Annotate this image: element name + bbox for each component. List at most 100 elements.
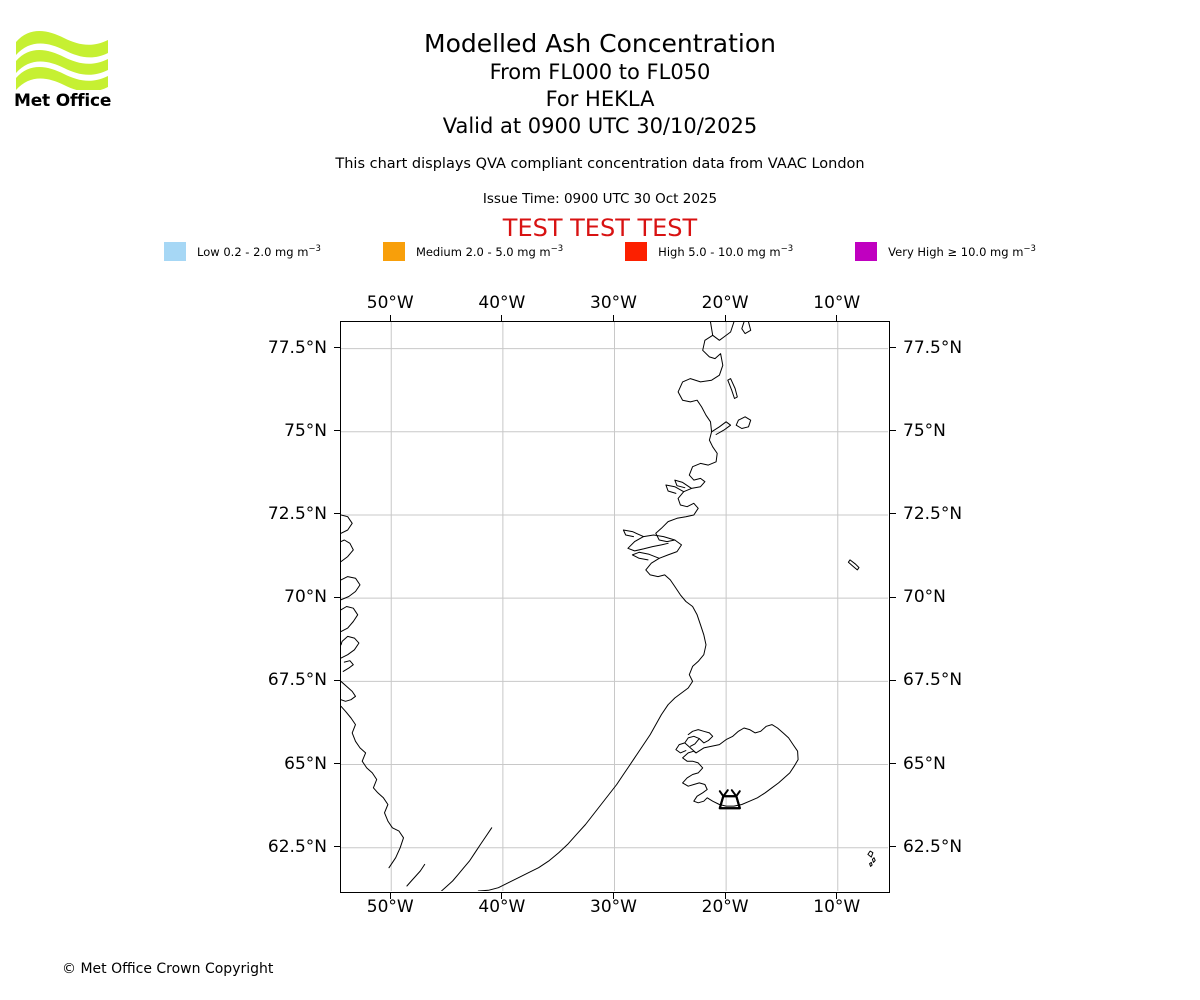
tick-lon-bottom [724, 893, 726, 899]
tick-lon-top [501, 315, 503, 321]
map-canvas [341, 322, 888, 891]
legend-item-very-high: Very High ≥ 10.0 mg m−3 [855, 241, 1036, 261]
coastlines [341, 322, 876, 891]
coastline-segment [342, 660, 354, 672]
coastline-segment [627, 534, 676, 552]
tick-lon-top [836, 315, 838, 321]
tick-lon-top [389, 315, 391, 321]
lat-label-right: 65°N [903, 753, 946, 774]
legend-swatch-medium [382, 241, 405, 261]
coastline-segment [477, 334, 724, 891]
legend-label-medium: Medium 2.0 - 5.0 mg m−3 [415, 243, 564, 259]
tick-lat-left [334, 430, 340, 432]
chart-title-block: Modelled Ash Concentration From FL000 to… [0, 28, 1200, 140]
tick-lat-left [334, 763, 340, 765]
coastline-segment [710, 322, 735, 341]
lon-label-bottom: 50°W [366, 897, 414, 917]
coastline-segment [867, 850, 874, 858]
copyright-notice: © Met Office Crown Copyright [62, 961, 274, 977]
tick-lat-right [890, 596, 896, 598]
met-office-logo: Met Office [14, 28, 124, 113]
graticule [341, 322, 888, 891]
lon-label-top: 50°W [366, 293, 414, 313]
valid-time: Valid at 0900 UTC 30/10/2025 [442, 114, 758, 138]
tick-lon-top [613, 315, 614, 321]
tick-lat-left [334, 846, 340, 848]
legend-swatch-very-high [855, 241, 878, 261]
coastline-segment [341, 635, 360, 659]
met-office-logo-text: Met Office [14, 91, 112, 111]
issue-time: Issue Time: 0900 UTC 30 Oct 2025 [482, 191, 718, 207]
tick-lat-right [890, 430, 896, 432]
coastline-segment [631, 551, 660, 561]
legend-swatch-high [625, 241, 648, 261]
coastline-segment [665, 484, 685, 494]
tick-lon-top [724, 315, 726, 321]
lat-label-right: 62.5°N [903, 836, 963, 857]
coastline-segment [341, 514, 353, 534]
lon-label-bottom: 30°W [590, 897, 637, 917]
coastline-segment [871, 857, 876, 863]
coastline-segment [674, 479, 692, 489]
test-banner: TEST TEST TEST [502, 214, 698, 242]
lat-label-right: 70°N [903, 587, 946, 608]
tick-lat-left [334, 679, 340, 681]
page-title: Modelled Ash Concentration [424, 29, 776, 58]
tick-lat-left [334, 513, 340, 515]
lat-label-left: 65°N [284, 753, 327, 774]
coastline-segment [869, 861, 873, 867]
coastline-segment [847, 559, 860, 571]
coastline-segment [689, 738, 700, 747]
tick-lat-right [890, 679, 896, 681]
coastline-segment [341, 539, 354, 563]
legend-swatch-low [164, 241, 187, 261]
lat-label-left: 62.5°N [267, 836, 327, 857]
legend-label-high: High 5.0 - 10.0 mg m−3 [658, 243, 794, 259]
coastline-segment [341, 680, 356, 702]
tick-lat-right [890, 513, 896, 515]
tick-lat-left [334, 347, 340, 349]
tick-lat-right [890, 763, 896, 765]
legend-item-high: High 5.0 - 10.0 mg m−3 [625, 241, 793, 261]
coastline-segment [341, 576, 361, 601]
coastline-segment [406, 863, 426, 887]
lon-label-top: 10°W [813, 293, 861, 313]
lat-label-right: 75°N [903, 420, 946, 441]
legend-item-low: Low 0.2 - 2.0 mg m−3 [164, 241, 321, 261]
coastline-segment [622, 529, 644, 538]
concentration-legend: Low 0.2 - 2.0 mg m−3 Medium 2.0 - 5.0 mg … [0, 241, 1200, 261]
lat-label-left: 77.5°N [267, 337, 327, 358]
map-plot-area [334, 315, 896, 899]
tick-lon-bottom [389, 893, 391, 899]
lon-label-top: 20°W [701, 293, 749, 313]
met-office-wave-icon [16, 31, 108, 90]
coastline-segment [682, 724, 799, 807]
coastline-segment [727, 378, 738, 399]
coastline-segment [735, 416, 752, 429]
volcano-marker-hekla [718, 789, 741, 810]
lon-label-top: 30°W [590, 293, 637, 313]
lat-label-left: 67.5°N [267, 670, 327, 691]
legend-item-medium: Medium 2.0 - 5.0 mg m−3 [382, 241, 564, 261]
flight-level-range: From FL000 to FL050 [489, 60, 711, 84]
qva-compliance-note: This chart displays QVA compliant concen… [335, 156, 865, 172]
lon-label-bottom: 20°W [701, 897, 749, 917]
lat-label-right: 72.5°N [903, 503, 963, 524]
map-frame [340, 321, 890, 893]
lat-label-left: 72.5°N [267, 503, 327, 524]
coastline-segment [711, 421, 732, 435]
tick-lon-bottom [501, 893, 503, 899]
coastline-segment [341, 705, 404, 869]
coastline-segment [684, 729, 714, 754]
legend-label-low: Low 0.2 - 2.0 mg m−3 [197, 243, 321, 259]
lat-label-right: 67.5°N [903, 670, 963, 691]
lat-label-right: 77.5°N [903, 337, 963, 358]
legend-label-very-high: Very High ≥ 10.0 mg m−3 [888, 243, 1036, 259]
volcano-name-line: For HEKLA [545, 87, 655, 111]
coastline-segment [675, 742, 687, 754]
tick-lat-right [890, 347, 896, 349]
tick-lon-bottom [613, 893, 614, 899]
lon-label-bottom: 40°W [478, 897, 526, 917]
coastline-segment [341, 606, 359, 632]
tick-lat-right [890, 846, 896, 848]
